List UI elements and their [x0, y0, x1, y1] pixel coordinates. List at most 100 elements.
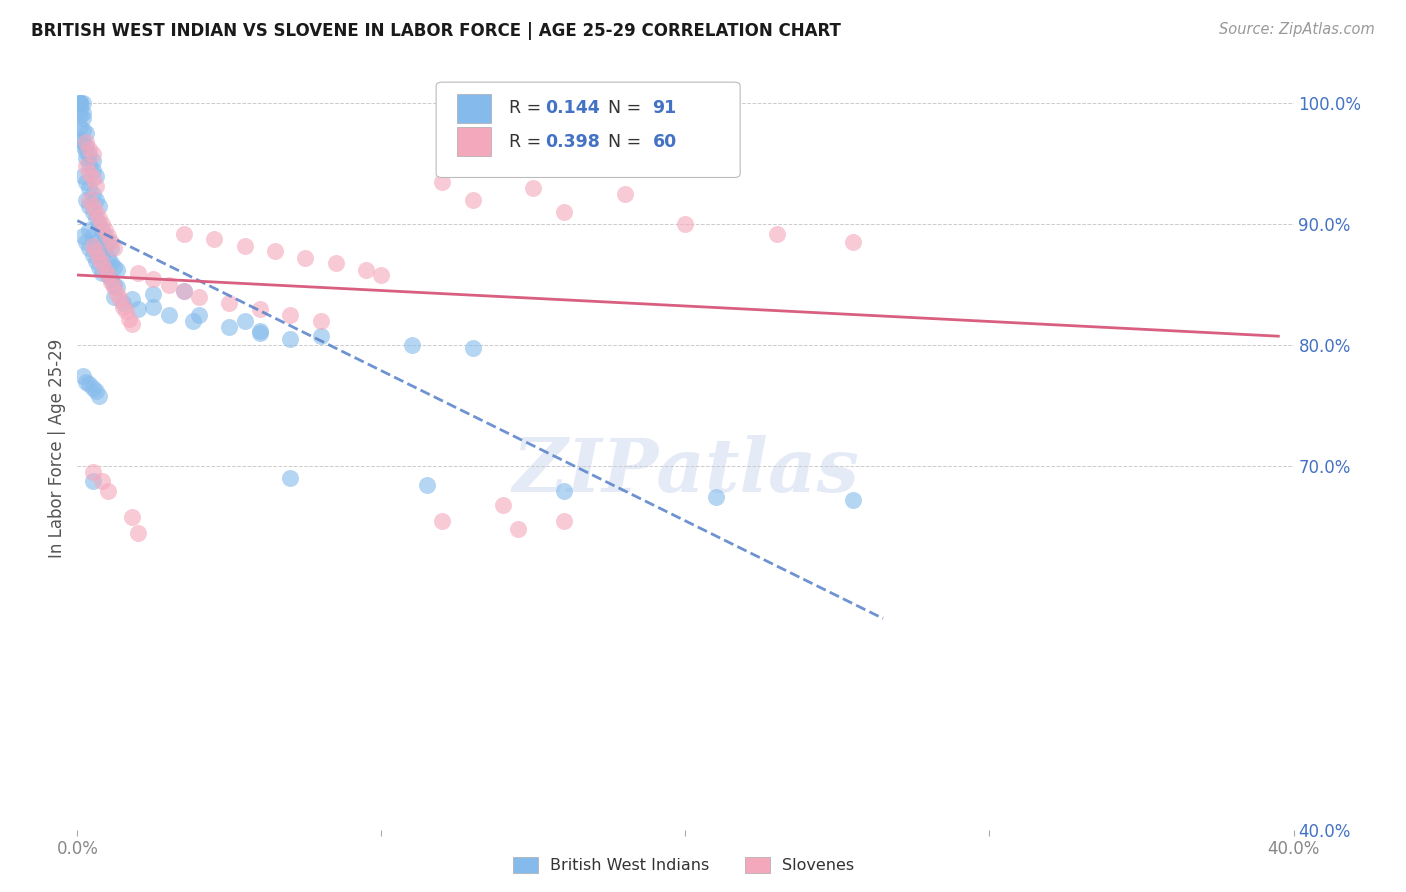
Point	[121, 317, 143, 331]
Point	[75, 235, 97, 250]
Point	[553, 205, 575, 219]
Point	[553, 514, 575, 528]
Point	[75, 151, 97, 165]
Point	[69, 96, 91, 111]
Point	[79, 142, 101, 156]
Point	[218, 296, 240, 310]
Point	[72, 368, 94, 383]
Point	[82, 466, 104, 480]
Point	[84, 244, 107, 258]
Point	[294, 251, 316, 265]
Point	[72, 123, 94, 137]
Point	[173, 284, 195, 298]
Point	[202, 232, 225, 246]
Point	[90, 256, 112, 270]
Point	[103, 277, 125, 292]
Point	[111, 300, 134, 314]
Point	[93, 229, 115, 244]
Point	[82, 229, 104, 244]
Text: Source: ZipAtlas.com: Source: ZipAtlas.com	[1219, 22, 1375, 37]
Point	[278, 471, 301, 485]
Point	[93, 223, 115, 237]
Point	[492, 498, 515, 512]
Point	[115, 304, 138, 318]
Point	[765, 227, 787, 241]
Point	[841, 235, 863, 250]
Point	[100, 242, 122, 256]
Point	[90, 266, 112, 280]
Point	[188, 308, 211, 322]
Point	[100, 235, 122, 250]
Point	[87, 242, 110, 256]
Point	[84, 169, 107, 183]
Point	[181, 314, 204, 328]
Point	[82, 186, 104, 201]
Point	[75, 135, 97, 149]
Point	[93, 242, 115, 256]
Point	[90, 223, 112, 237]
Point	[553, 483, 575, 498]
Point	[841, 493, 863, 508]
Point	[249, 326, 271, 341]
Text: Slovenes: Slovenes	[782, 858, 853, 872]
Point	[75, 138, 97, 153]
Point	[354, 263, 377, 277]
Point	[84, 205, 107, 219]
Point	[370, 268, 392, 282]
Point	[675, 217, 697, 231]
Point	[75, 127, 97, 141]
Point	[82, 205, 104, 219]
Text: 60: 60	[652, 133, 676, 151]
Point	[108, 293, 131, 307]
Point	[121, 293, 143, 307]
Point	[82, 162, 104, 177]
Point	[79, 166, 101, 180]
Point	[97, 268, 120, 282]
Point	[100, 256, 122, 270]
Point	[309, 314, 332, 328]
Point	[103, 290, 125, 304]
Point	[309, 328, 332, 343]
Point	[69, 120, 91, 135]
Point	[84, 253, 107, 268]
Point	[72, 106, 94, 120]
Point	[704, 490, 727, 504]
Point	[103, 280, 125, 294]
Point	[82, 474, 104, 488]
Point	[72, 138, 94, 153]
Point	[233, 239, 256, 253]
Point	[90, 247, 112, 261]
Point	[79, 147, 101, 161]
Point	[79, 199, 101, 213]
Point	[218, 320, 240, 334]
Point	[87, 251, 110, 265]
Point	[142, 287, 165, 301]
Point	[69, 96, 91, 111]
Text: ZIPatlas: ZIPatlas	[512, 435, 859, 508]
Point	[82, 239, 104, 253]
Point	[142, 272, 165, 286]
Point	[75, 145, 97, 159]
FancyBboxPatch shape	[457, 94, 491, 122]
Point	[103, 242, 125, 256]
Point	[430, 514, 453, 528]
Point	[82, 147, 104, 161]
Point	[69, 96, 91, 111]
Text: British West Indians: British West Indians	[550, 858, 709, 872]
Point	[93, 263, 115, 277]
Point	[105, 280, 128, 294]
Point	[82, 247, 104, 261]
Point	[75, 193, 97, 207]
Point	[278, 332, 301, 346]
Point	[72, 229, 94, 244]
Point	[75, 159, 97, 173]
Point	[105, 287, 128, 301]
Point	[103, 260, 125, 274]
Point	[121, 510, 143, 524]
Text: N =: N =	[596, 99, 647, 117]
Text: 91: 91	[652, 99, 676, 117]
Point	[97, 268, 120, 282]
FancyBboxPatch shape	[436, 82, 740, 178]
Point	[82, 171, 104, 186]
Point	[72, 111, 94, 125]
